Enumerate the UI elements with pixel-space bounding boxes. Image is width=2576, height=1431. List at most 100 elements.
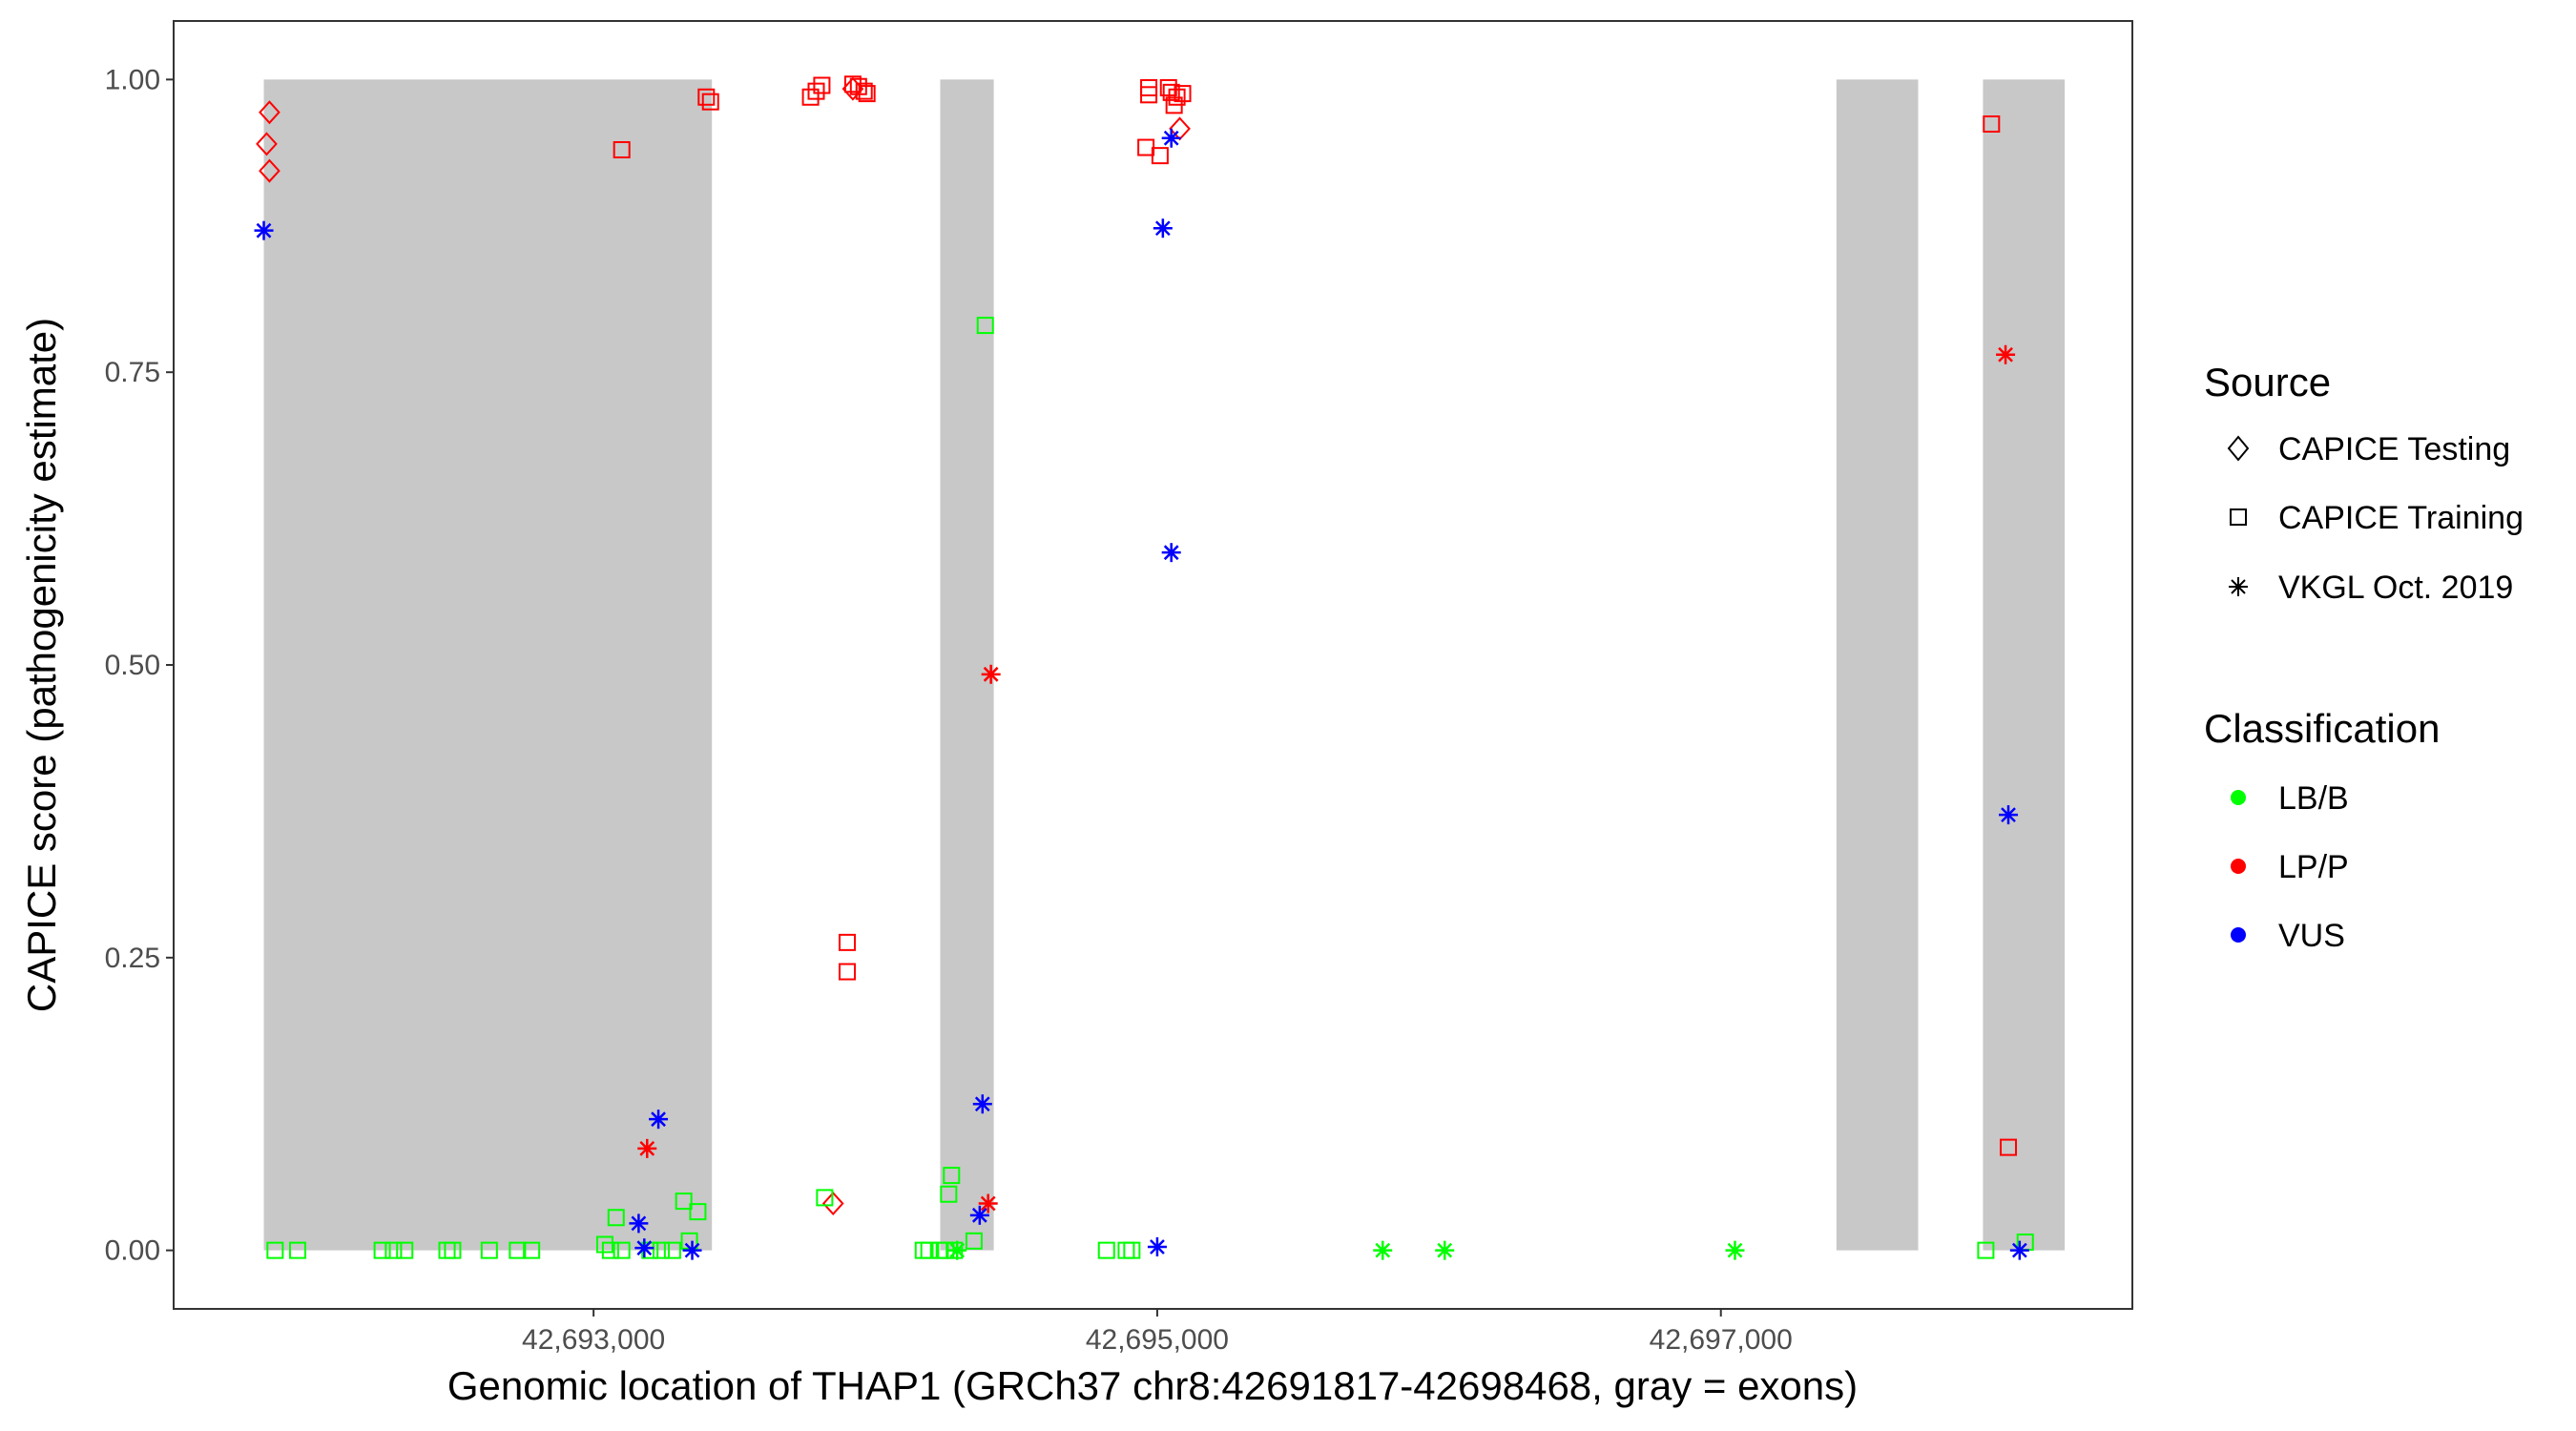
legend-class-item-lpp: LP/P bbox=[2231, 849, 2349, 885]
data-point-capice-training-lbb bbox=[509, 1241, 527, 1259]
data-point-capice-training-lpp bbox=[1151, 147, 1169, 165]
data-point-vkgl-oct-2019-vus bbox=[1147, 1236, 1167, 1256]
legend-class-label: VUS bbox=[2278, 918, 2345, 954]
legend-class-label: LB/B bbox=[2278, 780, 2349, 817]
data-point-capice-testing-lpp bbox=[821, 1192, 844, 1216]
data-point-vkgl-oct-2019-vus bbox=[254, 220, 274, 240]
data-point-vkgl-oct-2019-lbb bbox=[1435, 1240, 1455, 1260]
data-point-capice-training-lpp bbox=[807, 82, 825, 100]
legend-source-title: Source bbox=[2204, 360, 2331, 404]
data-point-capice-training-lpp bbox=[838, 933, 856, 951]
data-point-vkgl-oct-2019-vus bbox=[1161, 128, 1181, 148]
data-point-vkgl-oct-2019-lbb bbox=[1725, 1240, 1745, 1260]
data-point-vkgl-oct-2019-vus bbox=[634, 1238, 654, 1258]
data-point-capice-training-lbb bbox=[940, 1185, 958, 1203]
data-point-capice-training-lbb bbox=[920, 1241, 938, 1259]
data-point-vkgl-oct-2019-vus bbox=[682, 1240, 702, 1260]
y-tick-label: 0.00 bbox=[105, 1235, 160, 1267]
data-point-capice-training-lbb bbox=[965, 1232, 983, 1250]
data-point-vkgl-oct-2019-vus bbox=[969, 1205, 989, 1225]
exon-layer bbox=[263, 79, 2066, 1251]
legend-class-label: LP/P bbox=[2278, 849, 2349, 885]
data-point-capice-training-lbb bbox=[1977, 1241, 1995, 1259]
y-tick-label: 0.50 bbox=[105, 650, 160, 681]
data-point-capice-testing-lpp bbox=[259, 100, 280, 125]
data-point-vkgl-oct-2019-vus bbox=[629, 1213, 649, 1234]
data-point-capice-training-lpp bbox=[1165, 96, 1183, 114]
legend-class-item-vus: VUS bbox=[2231, 918, 2345, 954]
data-point-capice-training-lbb bbox=[1123, 1241, 1141, 1259]
data-point-vkgl-oct-2019-vus bbox=[2009, 1240, 2029, 1260]
y-tick-label: 0.25 bbox=[105, 943, 160, 974]
x-tick-label: 42,693,000 bbox=[522, 1324, 665, 1356]
data-point-vkgl-oct-2019-vus bbox=[972, 1094, 992, 1114]
exon-band-3 bbox=[1836, 79, 1919, 1251]
data-point-capice-training-lbb bbox=[480, 1241, 498, 1259]
data-point-capice-training-lbb bbox=[266, 1241, 284, 1259]
data-point-capice-training-lpp bbox=[858, 85, 876, 103]
data-point-capice-training-lbb bbox=[816, 1189, 834, 1207]
data-point-capice-training-lbb bbox=[675, 1192, 693, 1211]
square-icon bbox=[2230, 508, 2247, 526]
data-point-capice-training-lpp bbox=[701, 93, 719, 111]
legend-source-item-vkgl: VKGL Oct. 2019 bbox=[2229, 570, 2513, 606]
data-point-capice-training-lbb bbox=[373, 1241, 391, 1259]
data-point-capice-training-lbb bbox=[653, 1241, 671, 1259]
legend-source-item-testing: CAPICE Testing bbox=[2227, 431, 2510, 467]
data-point-capice-training-lpp bbox=[613, 141, 631, 158]
data-point-capice-training-lbb bbox=[976, 317, 994, 335]
blue-dot-icon bbox=[2231, 927, 2246, 943]
legend-source-label: VKGL Oct. 2019 bbox=[2278, 570, 2513, 606]
data-point-capice-testing-lpp bbox=[259, 158, 280, 183]
legend-classification-title: Classification bbox=[2204, 706, 2440, 751]
data-point-capice-training-lpp bbox=[1140, 86, 1158, 104]
data-point-vkgl-oct-2019-lpp bbox=[637, 1138, 657, 1158]
green-dot-icon bbox=[2231, 790, 2246, 805]
x-tick-label: 42,697,000 bbox=[1650, 1324, 1793, 1356]
data-point-capice-training-lbb bbox=[288, 1241, 306, 1259]
data-point-vkgl-oct-2019-lpp bbox=[978, 1193, 998, 1213]
red-dot-icon bbox=[2231, 859, 2246, 874]
data-point-vkgl-oct-2019-vus bbox=[649, 1110, 669, 1130]
data-point-vkgl-oct-2019-lbb bbox=[947, 1240, 967, 1260]
diamond-icon bbox=[2227, 435, 2250, 462]
data-point-capice-training-lpp bbox=[838, 963, 856, 981]
data-point-vkgl-oct-2019-lpp bbox=[1996, 344, 2016, 364]
data-point-capice-training-lbb bbox=[1097, 1241, 1115, 1259]
data-point-capice-training-lpp bbox=[1983, 115, 2001, 133]
legend-classification: Classification LB/B LP/P VUS bbox=[2204, 706, 2440, 954]
data-point-capice-training-lbb bbox=[601, 1241, 619, 1259]
y-axis: 0.00 0.25 0.50 0.75 1.00 bbox=[105, 64, 174, 1267]
data-point-vkgl-oct-2019-lpp bbox=[981, 664, 1001, 684]
y-axis-title: CAPICE score (pathogenicity estimate) bbox=[19, 318, 64, 1012]
data-point-capice-training-lpp bbox=[813, 76, 831, 94]
exon-band-4 bbox=[1983, 79, 2066, 1251]
data-point-capice-training-lbb bbox=[396, 1241, 414, 1259]
asterisk-icon bbox=[2229, 577, 2248, 596]
data-point-capice-training-lbb bbox=[595, 1235, 613, 1254]
data-point-capice-training-lbb bbox=[663, 1241, 681, 1259]
data-point-capice-training-lbb bbox=[384, 1241, 403, 1259]
data-point-vkgl-oct-2019-vus bbox=[1999, 805, 2019, 825]
legend-source-item-training: CAPICE Training bbox=[2230, 500, 2524, 536]
legend-class-item-lbb: LB/B bbox=[2231, 780, 2349, 817]
data-point-capice-training-lbb bbox=[523, 1241, 541, 1259]
data-point-vkgl-oct-2019-vus bbox=[1161, 543, 1181, 563]
data-point-capice-training-lbb bbox=[613, 1241, 631, 1259]
data-point-capice-training-lbb bbox=[943, 1167, 961, 1185]
data-point-capice-training-lpp bbox=[697, 88, 716, 106]
data-point-capice-training-lpp bbox=[1162, 83, 1180, 101]
data-point-capice-training-lpp bbox=[801, 88, 820, 106]
x-axis-title: Genomic location of THAP1 (GRCh37 chr8:4… bbox=[447, 1363, 1858, 1408]
data-point-vkgl-oct-2019-vus bbox=[1153, 218, 1173, 238]
data-point-capice-training-lbb bbox=[444, 1241, 462, 1259]
data-point-capice-training-lpp bbox=[2000, 1138, 2018, 1156]
data-point-capice-training-lbb bbox=[689, 1203, 707, 1221]
y-tick-label: 0.75 bbox=[105, 357, 160, 388]
x-tick-label: 42,695,000 bbox=[1086, 1324, 1229, 1356]
x-axis: 42,693,000 42,695,000 42,697,000 bbox=[522, 1309, 1793, 1356]
legend-source: Source CAPICE Testing CAPICE Training VK… bbox=[2204, 360, 2524, 606]
exon-band-1 bbox=[263, 79, 713, 1251]
